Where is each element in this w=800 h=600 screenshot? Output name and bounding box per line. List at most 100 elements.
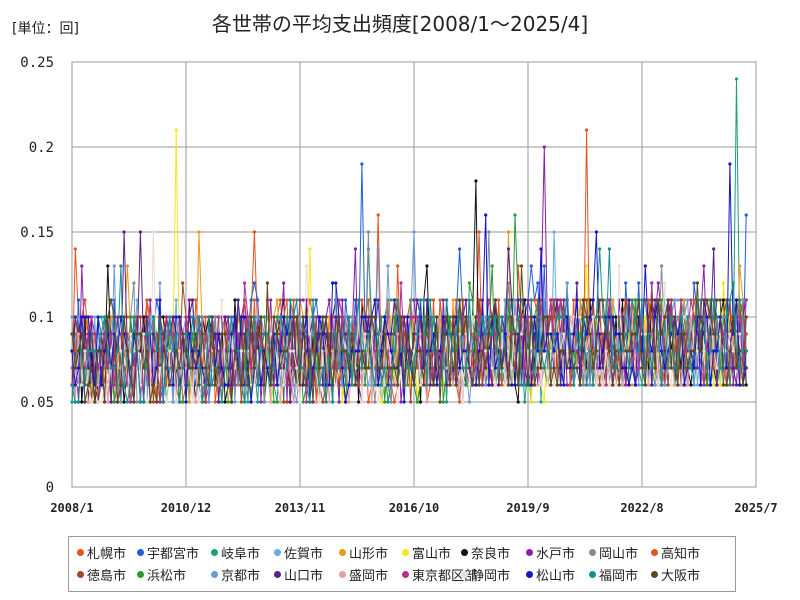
data-point — [272, 366, 276, 370]
legend-item: 札幌市 — [77, 543, 126, 562]
data-point — [731, 366, 735, 370]
data-point — [552, 332, 556, 336]
data-point — [122, 230, 126, 234]
data-point — [565, 298, 569, 302]
data-point — [99, 349, 103, 353]
data-point — [578, 332, 582, 336]
data-point — [666, 366, 670, 370]
data-point — [396, 400, 400, 404]
data-point — [552, 366, 556, 370]
data-point — [545, 315, 550, 319]
data-point — [148, 298, 152, 302]
data-point — [334, 315, 338, 319]
legend-label: 高知市 — [661, 547, 701, 562]
data-point — [575, 281, 579, 285]
data-point — [184, 400, 188, 404]
data-point — [536, 366, 540, 370]
data-point — [412, 230, 416, 234]
data-point — [653, 366, 657, 370]
data-point — [184, 349, 188, 353]
data-point — [614, 349, 618, 353]
data-point — [484, 213, 488, 217]
data-point — [516, 315, 520, 319]
data-point — [331, 281, 335, 285]
data-point — [174, 315, 178, 319]
data-point — [233, 349, 237, 353]
legend-item: 山形市 — [339, 543, 388, 562]
data-point — [93, 400, 97, 404]
data-point — [493, 383, 497, 387]
data-point — [585, 332, 589, 336]
data-point — [532, 315, 537, 319]
data-point — [399, 400, 403, 404]
data-point — [721, 383, 726, 387]
data-point — [669, 315, 673, 319]
data-point — [344, 383, 348, 387]
data-point — [236, 366, 240, 370]
data-point — [435, 315, 439, 319]
data-point — [366, 298, 370, 302]
x-tick-label: 2016/10 — [389, 501, 440, 515]
data-point — [181, 332, 185, 336]
data-point — [555, 332, 559, 336]
data-point — [503, 332, 507, 336]
data-point — [282, 332, 286, 336]
data-point — [187, 400, 191, 404]
data-point — [591, 366, 595, 370]
data-point — [194, 315, 198, 319]
data-point — [151, 230, 155, 234]
data-point — [370, 315, 374, 319]
data-point — [73, 349, 77, 353]
data-point — [99, 315, 103, 319]
data-point — [503, 383, 507, 387]
data-point — [464, 298, 468, 302]
data-point — [158, 315, 162, 319]
data-point — [252, 298, 256, 302]
data-point — [93, 315, 97, 319]
series-line — [71, 265, 747, 403]
data-point — [712, 349, 716, 353]
data-point — [158, 281, 162, 285]
data-point — [223, 383, 227, 387]
data-point — [119, 332, 123, 336]
data-point — [617, 349, 621, 353]
data-point — [493, 366, 497, 370]
data-point — [155, 298, 159, 302]
data-point — [106, 383, 110, 387]
data-point — [624, 366, 628, 370]
data-point — [168, 383, 172, 387]
data-point — [480, 315, 484, 319]
series-line — [71, 248, 747, 403]
data-point — [650, 366, 654, 370]
data-point — [428, 366, 432, 370]
data-point — [676, 383, 680, 387]
data-point — [562, 332, 566, 336]
legend-item: 盛岡市 — [339, 565, 388, 584]
data-point — [637, 366, 641, 370]
data-point — [601, 315, 605, 319]
data-point — [506, 332, 511, 336]
data-point — [575, 298, 579, 302]
data-point — [171, 349, 175, 353]
data-point — [506, 383, 511, 387]
legend-label: 宇都宮市 — [147, 547, 200, 562]
data-point — [536, 349, 540, 353]
data-point — [669, 366, 673, 370]
data-point — [109, 366, 113, 370]
data-point — [532, 298, 537, 302]
data-point — [246, 332, 250, 336]
data-point — [262, 315, 266, 319]
data-point — [738, 315, 742, 319]
data-point — [490, 349, 494, 353]
data-point — [689, 349, 693, 353]
data-point — [659, 298, 664, 302]
data-point — [327, 383, 331, 387]
data-point — [715, 315, 719, 319]
data-point — [344, 298, 348, 302]
data-point — [174, 400, 178, 404]
data-point — [552, 298, 556, 302]
data-point — [223, 332, 227, 336]
data-point — [588, 332, 592, 336]
data-point — [715, 383, 719, 387]
data-point — [562, 298, 566, 302]
